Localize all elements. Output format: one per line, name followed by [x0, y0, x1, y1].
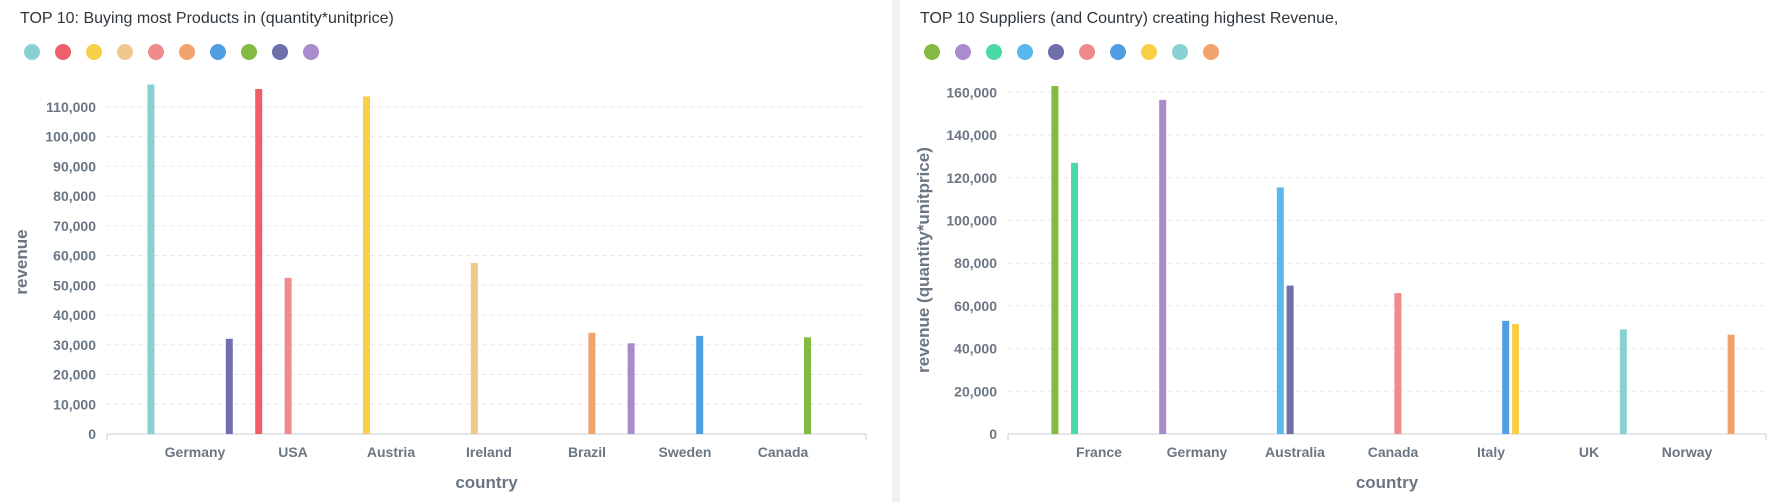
legend-swatch[interactable]: [1079, 44, 1095, 60]
x-tick-label: Brazil: [568, 444, 606, 460]
bar[interactable]: [147, 84, 155, 434]
x-tick-label: Ireland: [466, 444, 512, 460]
chart-legend: [924, 43, 1234, 61]
bar[interactable]: [1619, 329, 1627, 434]
x-tick-label: USA: [278, 444, 308, 460]
bar[interactable]: [225, 338, 233, 434]
bar[interactable]: [696, 335, 704, 434]
bar[interactable]: [1051, 86, 1059, 434]
y-tick-label: 40,000: [53, 307, 96, 323]
legend-swatch[interactable]: [210, 44, 226, 60]
y-tick-label: 110,000: [46, 99, 96, 115]
y-tick-label: 100,000: [946, 213, 997, 229]
legend-swatch[interactable]: [241, 44, 257, 60]
x-tick-label: Austria: [367, 444, 415, 460]
legend-swatch[interactable]: [1017, 44, 1033, 60]
y-tick-label: 120,000: [946, 170, 997, 186]
y-tick-label: 10,000: [53, 396, 96, 412]
y-tick-label: 40,000: [954, 341, 997, 357]
bar[interactable]: [1512, 324, 1519, 434]
x-tick-label: Sweden: [659, 444, 712, 460]
x-tick-label: Norway: [1662, 444, 1713, 460]
y-tick-label: 30,000: [53, 337, 96, 353]
legend-swatch[interactable]: [955, 44, 971, 60]
legend-swatch[interactable]: [1048, 44, 1064, 60]
y-tick-label: 60,000: [53, 248, 96, 264]
y-axis-title: revenue (quantity*unitprice): [914, 147, 933, 373]
bar[interactable]: [627, 343, 635, 434]
chart-card-suppliers-revenue: TOP 10 Suppliers (and Country) creating …: [900, 0, 1788, 502]
bar[interactable]: [1502, 320, 1510, 434]
bar[interactable]: [284, 277, 292, 434]
card-divider: [892, 0, 900, 502]
y-axis-title: revenue: [12, 229, 31, 294]
legend-swatch[interactable]: [86, 44, 102, 60]
x-tick-label: Canada: [758, 444, 809, 460]
legend-swatch[interactable]: [179, 44, 195, 60]
legend-swatch[interactable]: [117, 44, 133, 60]
y-tick-label: 0: [989, 426, 997, 442]
bar[interactable]: [1071, 162, 1078, 435]
bar[interactable]: [588, 332, 596, 434]
chart-card-buying-products: TOP 10: Buying most Products in (quantit…: [0, 0, 892, 502]
bar[interactable]: [1394, 293, 1402, 434]
y-tick-label: 70,000: [53, 218, 96, 234]
legend-swatch[interactable]: [55, 44, 71, 60]
x-tick-label: Italy: [1477, 444, 1505, 460]
bar[interactable]: [363, 96, 370, 435]
x-tick-label: Germany: [1167, 444, 1228, 460]
y-tick-label: 0: [88, 426, 96, 442]
chart-title: TOP 10 Suppliers (and Country) creating …: [920, 10, 1339, 27]
legend-swatch[interactable]: [148, 44, 164, 60]
y-tick-label: 80,000: [954, 255, 997, 271]
legend-swatch[interactable]: [1172, 44, 1188, 60]
legend-swatch[interactable]: [1203, 44, 1219, 60]
y-tick-label: 60,000: [954, 298, 997, 314]
y-tick-label: 20,000: [53, 367, 96, 383]
bar[interactable]: [1286, 285, 1294, 434]
legend-swatch[interactable]: [924, 44, 940, 60]
y-tick-label: 90,000: [53, 158, 96, 174]
bar-chart-buying-products: 0 10,000 20,000 30,000 40,000 50,000 60,000 70,…: [12, 84, 867, 492]
y-tick-label: 100,000: [45, 129, 96, 145]
bar[interactable]: [1727, 334, 1735, 434]
legend-swatch[interactable]: [1141, 44, 1157, 60]
y-tick-label: 160,000: [946, 84, 997, 100]
x-axis-title: country: [455, 473, 518, 492]
x-axis-title: country: [1356, 473, 1419, 492]
legend-swatch[interactable]: [1110, 44, 1126, 60]
y-tick-label: 80,000: [53, 188, 96, 204]
bar-chart-suppliers-revenue: 0 20,000 40,000 60,000 80,000 100,000 120,000 1…: [914, 84, 1767, 492]
bar[interactable]: [470, 262, 478, 434]
chart-legend: [24, 43, 334, 61]
y-tick-label: 20,000: [954, 383, 997, 399]
x-tick-label: Australia: [1265, 444, 1325, 460]
bar[interactable]: [1276, 187, 1284, 434]
x-tick-label: Germany: [165, 444, 226, 460]
y-tick-label: 50,000: [53, 277, 96, 293]
bar[interactable]: [255, 88, 263, 434]
legend-swatch[interactable]: [24, 44, 40, 60]
legend-swatch[interactable]: [986, 44, 1002, 60]
legend-swatch[interactable]: [303, 44, 319, 60]
x-tick-label: UK: [1579, 444, 1599, 460]
y-tick-label: 140,000: [946, 127, 997, 143]
x-tick-label: France: [1076, 444, 1122, 460]
legend-swatch[interactable]: [272, 44, 288, 60]
x-tick-label: Canada: [1368, 444, 1419, 460]
bar[interactable]: [1159, 99, 1167, 434]
bar[interactable]: [804, 337, 811, 434]
chart-title: TOP 10: Buying most Products in (quantit…: [20, 10, 394, 27]
